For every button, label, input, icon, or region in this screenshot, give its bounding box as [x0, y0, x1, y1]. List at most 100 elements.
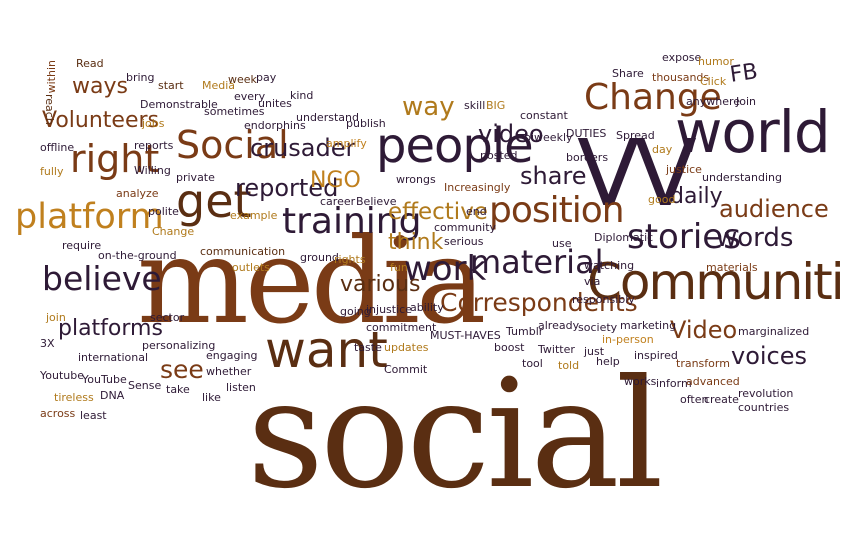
word-fun: fun	[390, 261, 408, 274]
word-analyze: analyze	[116, 187, 159, 200]
word-tumblr: Tumblr	[506, 325, 544, 338]
word-fully: fully	[40, 165, 64, 178]
word-listen: listen	[226, 381, 256, 394]
word-society: society	[578, 321, 618, 334]
word-volunteers: Volunteers	[42, 108, 160, 133]
word-marketing: marketing	[620, 319, 677, 332]
word-going: going	[340, 305, 371, 318]
word-ground: ground	[300, 251, 339, 264]
word-revolution: revolution	[738, 387, 794, 400]
word-day: day	[652, 143, 673, 156]
word-material: material	[470, 243, 604, 281]
word-tireless: tireless	[54, 391, 94, 404]
word-video: video	[478, 120, 544, 148]
word-commitment: commitment	[366, 321, 437, 334]
word-good: good	[648, 193, 676, 206]
word-told: told	[558, 359, 580, 372]
word-boost: boost	[494, 341, 525, 354]
word-on-the-ground: on-the-ground	[98, 249, 177, 262]
word-rights: rights	[334, 253, 366, 266]
word-transform: transform	[676, 357, 730, 370]
word-example: example	[230, 209, 278, 222]
word-sense: Sense	[128, 379, 162, 392]
word-marginalized: marginalized	[738, 325, 810, 338]
word-materials: materials	[706, 261, 758, 274]
word-effective: effective	[388, 199, 488, 225]
word-understand: understand	[296, 111, 359, 124]
word-understanding: understanding	[702, 171, 782, 184]
word-duties: DUTIES	[566, 127, 607, 140]
word-believe: believe	[42, 259, 162, 298]
word-social: social	[247, 348, 664, 522]
word-share-small: Share	[612, 67, 644, 80]
word-commit: Commit	[384, 363, 428, 376]
word-ngo: NGO	[310, 168, 361, 193]
word-week: week	[228, 73, 257, 86]
word-media: media	[137, 212, 486, 350]
word-media-small: Media	[202, 79, 236, 92]
word-ability: ability	[410, 301, 444, 314]
word-engaging: engaging	[206, 349, 258, 362]
word-kind: kind	[290, 89, 314, 102]
word-voices: voices	[731, 342, 808, 370]
word-diplomatic: Diplomatic	[594, 231, 654, 244]
word-youtube: Youtube	[40, 369, 84, 382]
word-spread: Spread	[616, 129, 655, 142]
word-reported: reported	[235, 174, 339, 202]
word-biweekly: biweekly	[524, 131, 573, 144]
word-within: within	[45, 60, 58, 94]
word-youtube-cap: YouTube	[82, 373, 127, 386]
word-video-large: Video	[670, 316, 738, 344]
word-position: position	[489, 190, 625, 231]
word-outlets: outlets	[232, 261, 270, 274]
word-share: share	[520, 162, 587, 190]
word-works: works	[624, 375, 657, 388]
word-platforms: platforms	[58, 316, 163, 341]
word-3x: 3X	[40, 337, 55, 350]
word-willing: Willing	[134, 164, 171, 177]
word-justice: justice	[666, 163, 702, 176]
word-end: end	[466, 205, 487, 218]
word-social-small: Social	[176, 123, 289, 167]
word-serious: serious	[444, 235, 484, 248]
word-across: across	[40, 407, 76, 420]
word-countries: countries	[738, 401, 790, 414]
word-updates: updates	[384, 341, 429, 354]
word-polite: polite	[148, 205, 179, 218]
word-reach: reach	[43, 94, 56, 125]
word-join: join	[46, 311, 66, 324]
word-big: BIG	[486, 99, 506, 112]
word-audience: audience	[719, 195, 829, 223]
word-communities: Communities	[587, 253, 844, 311]
word-right: right	[70, 137, 160, 181]
word-use: use	[552, 237, 572, 250]
word-click: Click	[700, 75, 727, 88]
word-pay: pay	[256, 71, 277, 84]
word-change-large: Change	[584, 77, 722, 118]
word-like: like	[202, 391, 221, 404]
word-anywhere: anywhere	[686, 95, 741, 108]
word-skill: skill	[464, 99, 486, 112]
word-injustice: injustice	[366, 303, 412, 316]
word-amplify: amplify	[326, 137, 367, 150]
word-in-person: in-person	[602, 333, 654, 346]
word-work: work	[404, 249, 487, 289]
word-whether: whether	[206, 365, 252, 378]
word-bring: bring	[126, 71, 155, 84]
word-ways: ways	[72, 74, 128, 99]
word-vv: VV	[577, 120, 697, 227]
word-already: already	[538, 319, 580, 332]
word-advanced: advanced	[686, 375, 740, 388]
word-believe-small: Believe	[356, 195, 397, 208]
word-dna: DNA	[100, 389, 125, 402]
word-read: Read	[76, 57, 104, 70]
word-every: every	[234, 90, 266, 103]
word-borders: borders	[566, 151, 609, 164]
word-crusader: crusader	[250, 134, 356, 162]
word-increasingly: Increasingly	[444, 181, 511, 194]
word-endorphins: endorphins	[244, 119, 306, 132]
word-various: various	[340, 272, 421, 297]
word-twitter: Twitter	[538, 343, 575, 356]
word-require: require	[62, 239, 102, 252]
